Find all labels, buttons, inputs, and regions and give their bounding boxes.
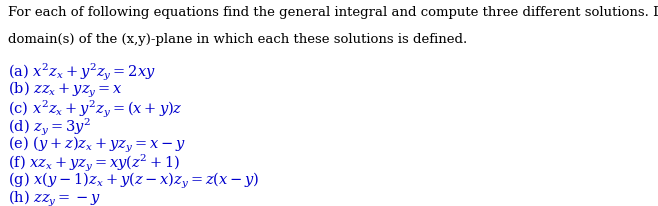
Text: (e) $(y+z)z_x + yz_y = x - y$: (e) $(y+z)z_x + yz_y = x - y$	[8, 134, 186, 155]
Text: (h) $zz_y = -y$: (h) $zz_y = -y$	[8, 189, 101, 206]
Text: domain(s) of the (x,y)-plane in which each these solutions is defined.: domain(s) of the (x,y)-plane in which ea…	[8, 33, 467, 46]
Text: (c) $x^2z_x + y^2z_y = (x+y)z$: (c) $x^2z_x + y^2z_y = (x+y)z$	[8, 98, 183, 120]
Text: (b) $zz_x + yz_y = x$: (b) $zz_x + yz_y = x$	[8, 80, 122, 100]
Text: (a) $x^2z_x + y^2z_y = 2xy$: (a) $x^2z_x + y^2z_y = 2xy$	[8, 62, 156, 83]
Text: (f) $xz_x + yz_y = xy(z^2+1)$: (f) $xz_x + yz_y = xy(z^2+1)$	[8, 152, 180, 174]
Text: (g) $x(y-1)z_x + y(z-x)z_y = z(x-y)$: (g) $x(y-1)z_x + y(z-x)z_y = z(x-y)$	[8, 171, 259, 191]
Text: For each of following equations find the general integral and compute three diff: For each of following equations find the…	[8, 6, 658, 19]
Text: (d) $z_y = 3y^2$: (d) $z_y = 3y^2$	[8, 116, 91, 138]
